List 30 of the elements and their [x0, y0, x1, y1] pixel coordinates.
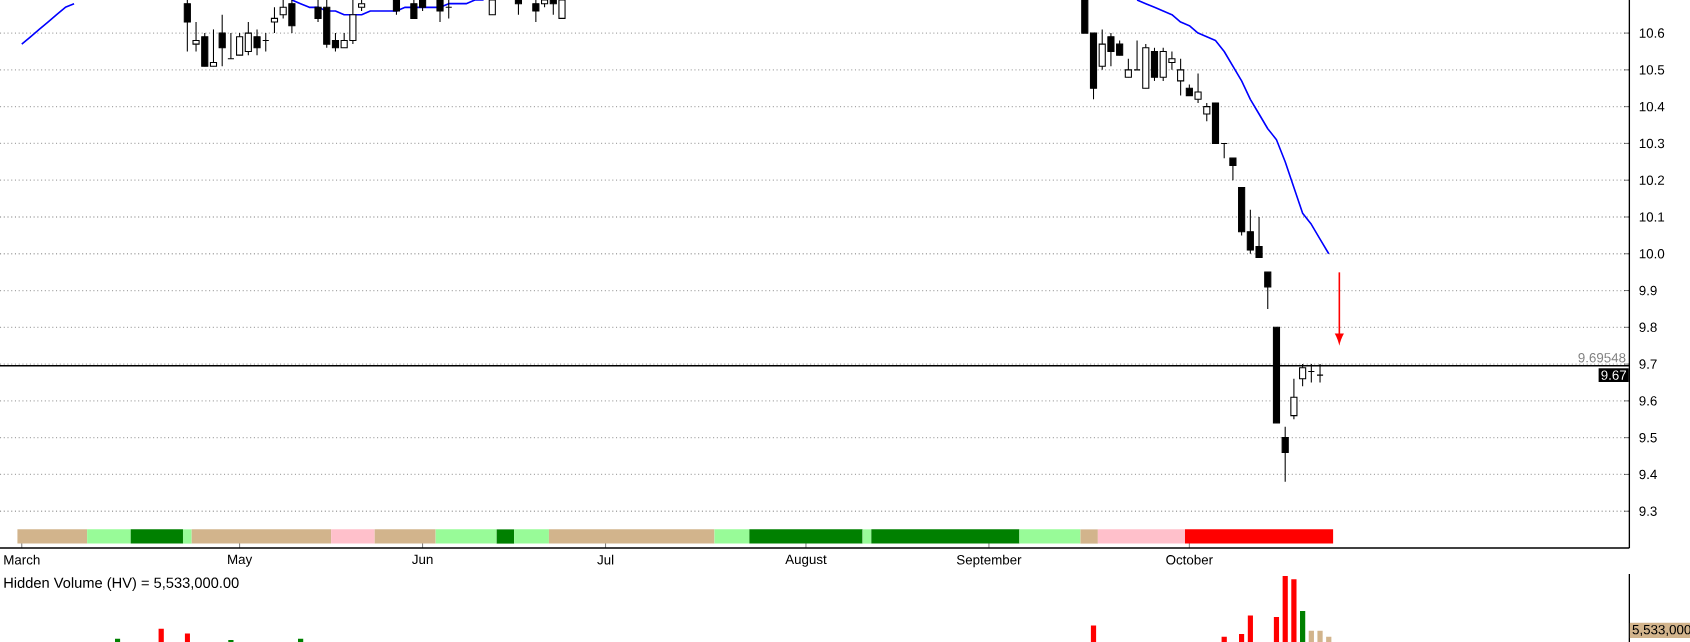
- candlestick: [1211, 102, 1220, 144]
- candlestick: [1264, 271, 1272, 310]
- candlestick: [183, 0, 191, 53]
- candlestick: [1281, 426, 1289, 483]
- candlestick: [1255, 216, 1263, 258]
- bar: [158, 628, 164, 642]
- bar: [1291, 579, 1297, 642]
- candlestick: [236, 32, 244, 56]
- bar: [1090, 625, 1097, 642]
- candlestick: [1168, 50, 1176, 71]
- candlestick: [1290, 378, 1298, 420]
- candlestick: [1194, 73, 1202, 104]
- candlestick: [1142, 43, 1150, 89]
- candlestick: [1177, 58, 1185, 97]
- bar: [184, 633, 190, 642]
- bar: [1300, 610, 1306, 642]
- candlestick: [253, 28, 261, 56]
- candlestick: [1229, 157, 1237, 181]
- candlestick: [1124, 58, 1132, 78]
- candlestick: [1150, 47, 1159, 82]
- candlestick: [270, 6, 279, 34]
- candlestick: [436, 0, 444, 23]
- bar: [1247, 615, 1253, 642]
- candlestick: [532, 0, 540, 23]
- candlestick: [1107, 32, 1115, 67]
- bar: [1273, 616, 1280, 642]
- bar: [1239, 634, 1245, 642]
- candlestick: [218, 14, 226, 67]
- bar: [1317, 630, 1323, 642]
- candlestick: [209, 28, 218, 67]
